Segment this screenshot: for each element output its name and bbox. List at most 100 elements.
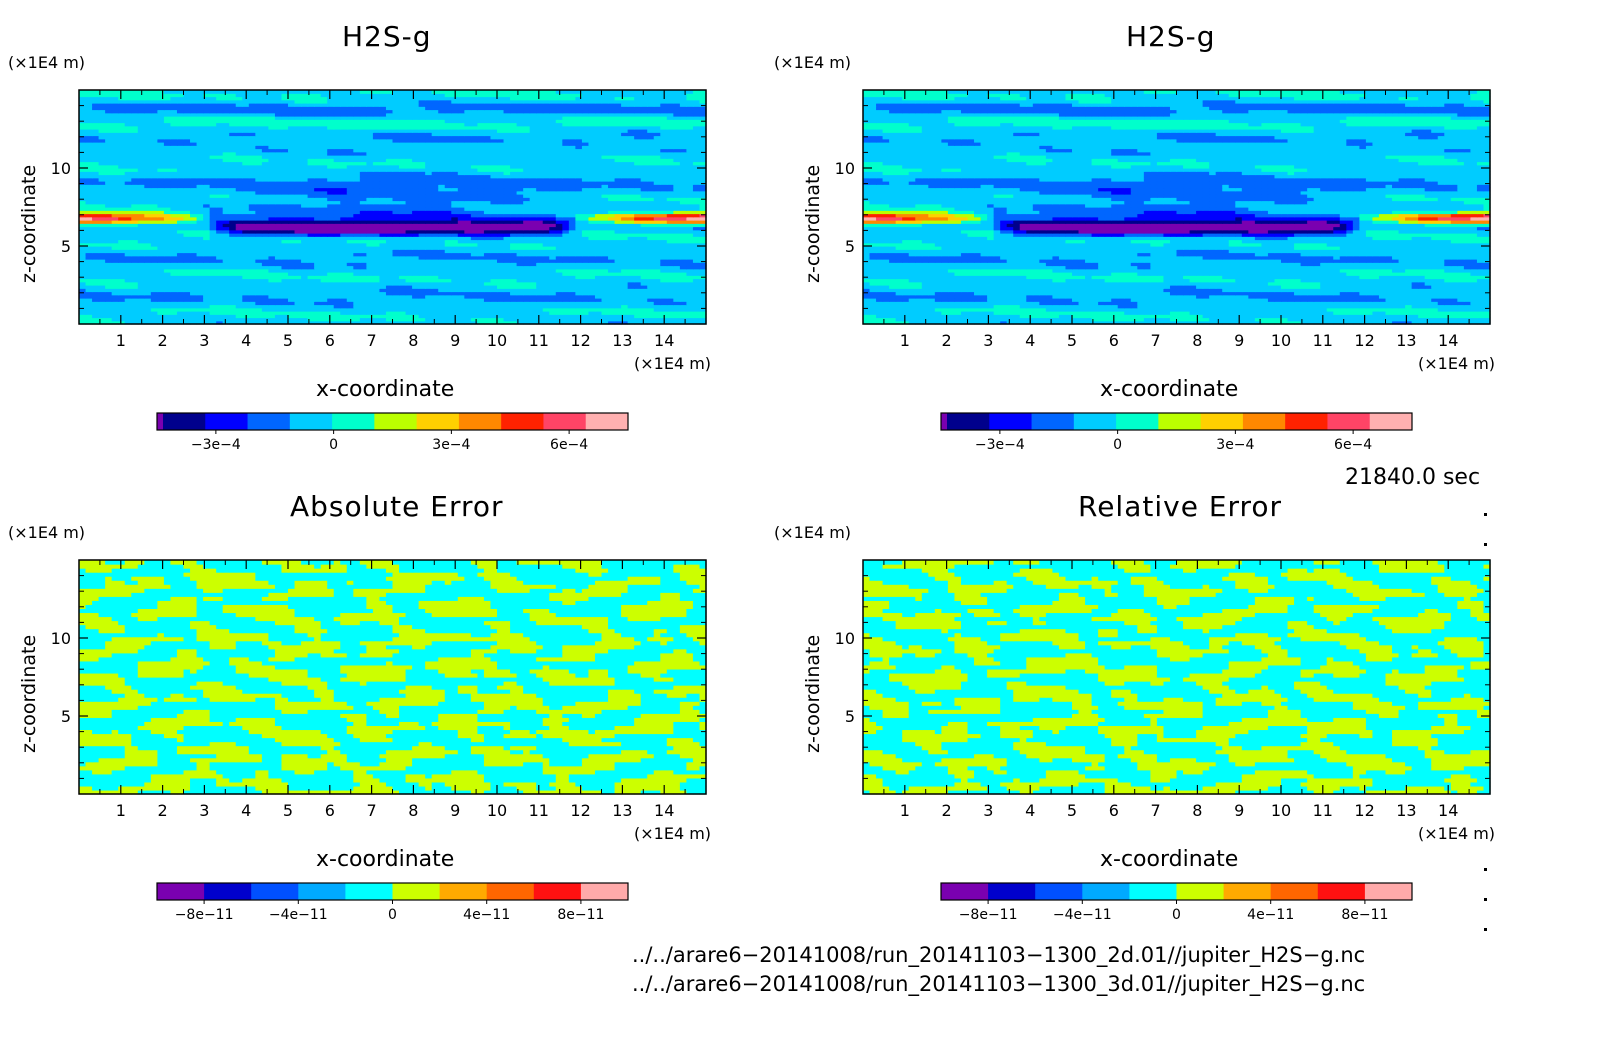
heatmap-cell xyxy=(608,207,616,211)
heatmap-cell xyxy=(503,197,511,202)
heatmap-cell xyxy=(542,155,550,159)
heatmap-cell xyxy=(85,249,93,254)
heatmap-cell xyxy=(640,314,648,319)
heatmap-cell xyxy=(640,265,648,270)
heatmap-cell xyxy=(248,288,256,293)
heatmap-cell xyxy=(692,307,701,312)
heatmap-cell xyxy=(686,164,694,169)
heatmap-cell xyxy=(333,181,341,185)
heatmap-cell xyxy=(385,177,394,182)
heatmap-cell xyxy=(353,190,361,195)
heatmap-cell xyxy=(438,203,446,208)
heatmap-cell xyxy=(118,272,126,276)
heatmap-cell xyxy=(255,200,263,205)
heatmap-cell xyxy=(183,272,191,276)
heatmap-cell xyxy=(431,301,439,306)
heatmap-cell xyxy=(653,285,661,289)
heatmap-cell xyxy=(248,161,256,166)
heatmap-cell xyxy=(699,226,707,231)
heatmap-cell xyxy=(124,158,132,163)
heatmap-cell xyxy=(183,216,191,221)
heatmap-cell xyxy=(379,255,387,260)
heatmap-cell xyxy=(320,210,328,215)
heatmap-cell xyxy=(451,171,459,176)
heatmap-cell xyxy=(176,268,185,273)
heatmap-cell xyxy=(503,252,511,257)
heatmap-cell xyxy=(536,220,544,224)
heatmap-cell xyxy=(588,301,596,306)
heatmap-cell xyxy=(477,246,485,250)
heatmap-cell xyxy=(222,164,230,169)
heatmap-cell xyxy=(575,246,583,250)
heatmap-cell xyxy=(418,236,426,241)
heatmap-cell xyxy=(372,184,381,189)
heatmap-cell xyxy=(594,272,603,276)
heatmap-cell xyxy=(588,281,596,286)
heatmap-cell xyxy=(346,272,354,276)
heatmap-cell xyxy=(594,239,603,244)
heatmap-cell xyxy=(79,187,87,192)
heatmap-cell xyxy=(124,278,132,283)
heatmap-cell xyxy=(510,314,518,319)
heatmap-cell xyxy=(562,262,570,267)
heatmap-cell xyxy=(555,207,563,211)
heatmap-cell xyxy=(621,184,629,189)
heatmap-cell xyxy=(340,275,348,280)
heatmap-cell xyxy=(457,233,465,237)
heatmap-cell xyxy=(190,314,198,319)
heatmap-cell xyxy=(594,174,603,179)
heatmap-cell xyxy=(209,184,217,189)
heatmap-cell xyxy=(692,252,701,257)
heatmap-cell xyxy=(562,278,570,283)
heatmap-cell xyxy=(248,301,256,306)
heatmap-cell xyxy=(274,210,283,215)
heatmap-cell xyxy=(614,229,622,234)
heatmap-cell xyxy=(203,275,211,280)
heatmap-cell xyxy=(222,320,230,325)
heatmap-cell xyxy=(333,281,341,286)
heatmap-cell xyxy=(163,320,172,325)
heatmap-cell xyxy=(301,171,309,176)
heatmap-cell xyxy=(594,164,603,169)
heatmap-cell xyxy=(157,252,165,257)
heatmap-cell xyxy=(340,197,348,202)
heatmap-cell xyxy=(627,307,635,312)
heatmap-cell xyxy=(255,181,263,185)
heatmap-cell xyxy=(163,226,172,231)
heatmap-cell xyxy=(229,164,237,169)
heatmap-cell xyxy=(359,200,367,205)
heatmap-cell xyxy=(229,242,237,247)
heatmap-cell xyxy=(301,216,309,221)
heatmap-cell xyxy=(353,255,361,260)
heatmap-cell xyxy=(170,155,178,159)
heatmap-cell xyxy=(274,190,283,195)
heatmap-cell xyxy=(268,194,276,198)
heatmap-cell xyxy=(621,168,629,172)
heatmap-cell xyxy=(261,239,270,244)
heatmap-cell xyxy=(248,197,256,202)
heatmap-cell xyxy=(229,155,237,159)
heatmap-cell xyxy=(686,291,694,296)
heatmap-cell xyxy=(131,207,139,211)
heatmap-cell xyxy=(562,220,570,224)
heatmap-cell xyxy=(601,181,609,185)
heatmap-cell xyxy=(562,158,570,163)
heatmap-cell xyxy=(105,301,113,306)
heatmap-cell xyxy=(150,246,158,250)
heatmap-cell xyxy=(405,242,413,247)
heatmap-cell xyxy=(405,174,413,179)
heatmap-cell xyxy=(98,213,106,218)
heatmap-cell xyxy=(137,184,145,189)
heatmap-cell xyxy=(248,272,256,276)
heatmap-cell xyxy=(229,294,237,299)
heatmap-cell xyxy=(399,200,407,205)
heatmap-cell xyxy=(379,239,387,244)
heatmap-cell xyxy=(457,187,465,192)
heatmap-cell xyxy=(562,317,570,322)
heatmap-cell xyxy=(575,203,583,208)
heatmap-cell xyxy=(359,242,367,247)
heatmap-cell xyxy=(399,207,407,211)
heatmap-cell xyxy=(216,168,224,172)
heatmap-cell xyxy=(229,246,237,250)
heatmap-cell xyxy=(529,320,537,325)
